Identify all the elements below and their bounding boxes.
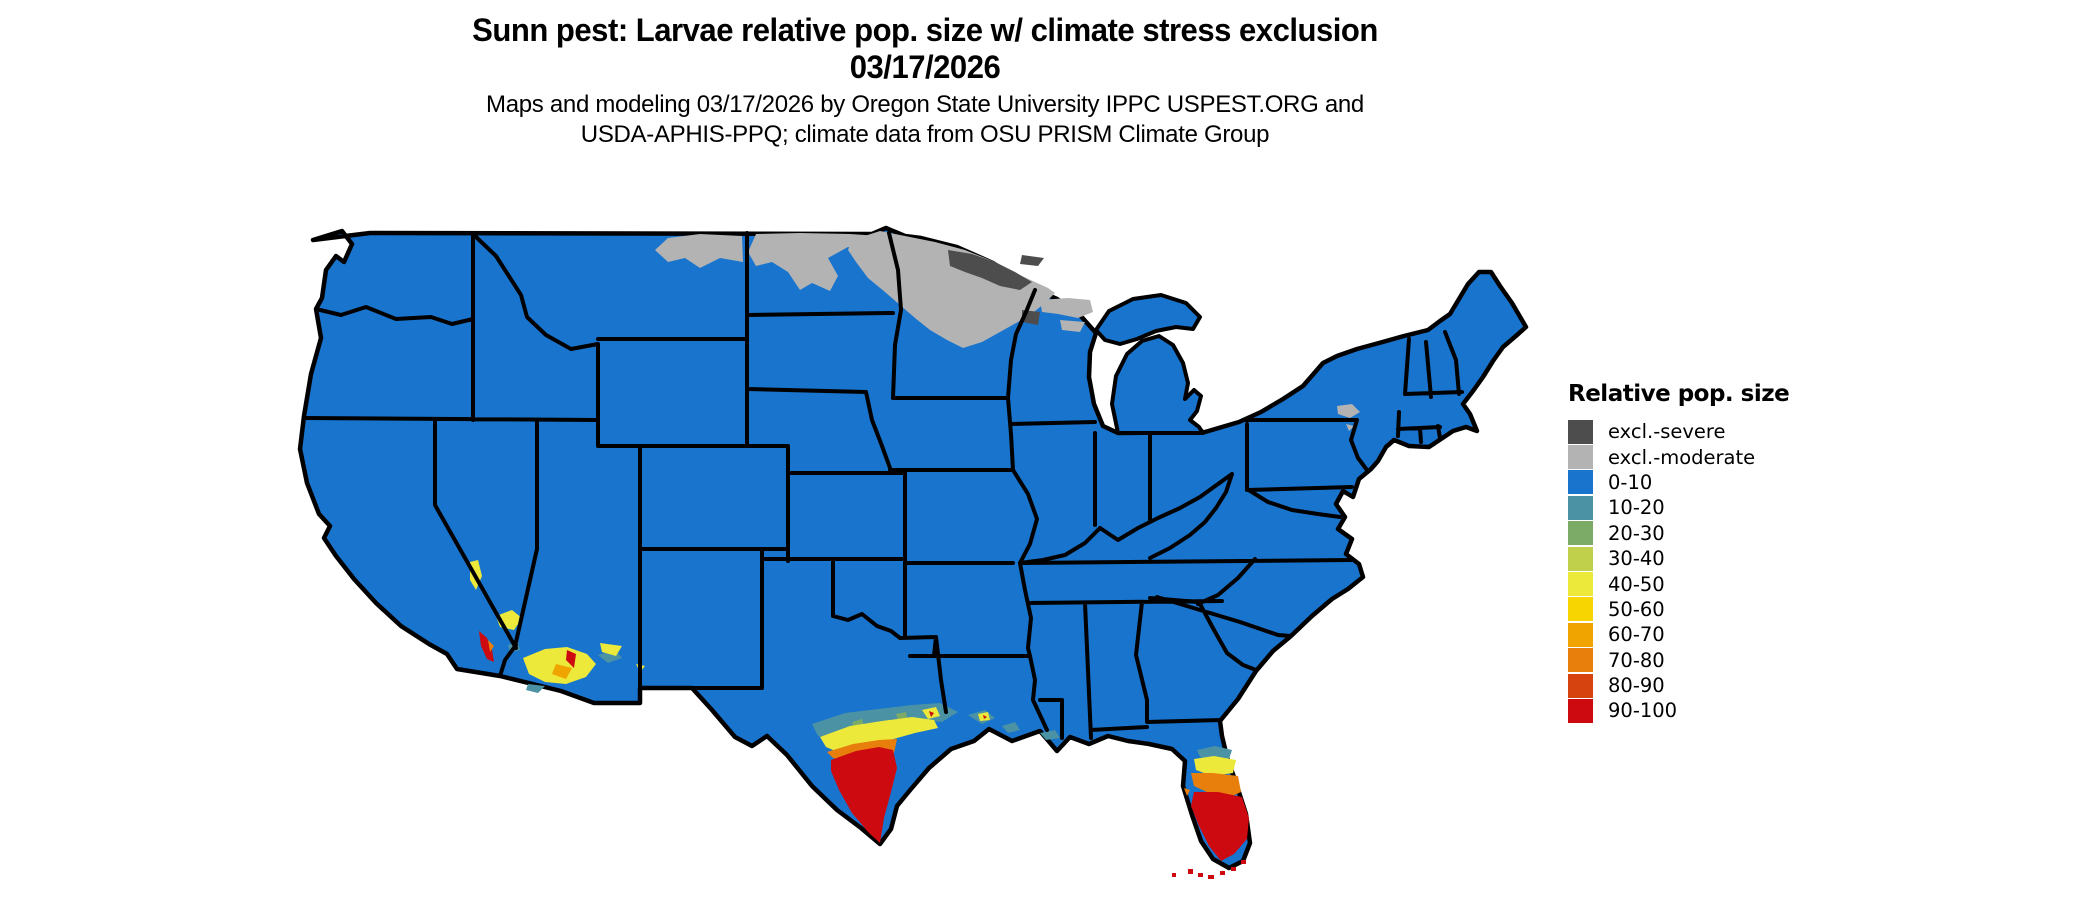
florida-orange-band	[1184, 773, 1241, 798]
legend-item: 70-80	[1568, 648, 1868, 673]
imperial-valley-red-arc	[479, 631, 494, 662]
legend-rows: excl.-severe excl.-moderate 0-10 10-20 2…	[1568, 419, 1868, 724]
phoenix-red-core	[566, 650, 576, 668]
legend-item: 60-70	[1568, 622, 1868, 647]
arizona-east-yellow-specks	[600, 643, 645, 672]
minnesota-moderate-region	[848, 231, 1055, 348]
south-florida-red-core	[1191, 792, 1249, 861]
legend-item-label: 0-10	[1608, 470, 1653, 494]
map-title-line1: Sunn pest: Larvae relative pop. size w/ …	[472, 12, 1378, 48]
minnesota-severe-arrowhead	[948, 250, 1044, 290]
legend-swatch	[1568, 521, 1593, 546]
legend-item: 30-40	[1568, 546, 1868, 571]
legend-item: 40-50	[1568, 571, 1868, 597]
legend-item: 80-90	[1568, 673, 1868, 698]
map-subtitle-line1: Maps and modeling 03/17/2026 by Oregon S…	[486, 91, 1364, 118]
legend-swatch	[1568, 419, 1593, 444]
state-borders	[302, 231, 1464, 740]
houston-red-dot	[929, 711, 934, 717]
legend-item: 50-60	[1568, 597, 1868, 622]
legend-item-label: 60-70	[1608, 623, 1665, 647]
legend-swatch	[1568, 597, 1593, 622]
exclusion-moderate-overlay	[655, 231, 1360, 431]
map-subtitle-line2: USDA-APHIS-PPQ; climate data from OSU PR…	[580, 121, 1270, 148]
upper-peninsula-moderate-patch	[1040, 298, 1093, 318]
imperial-orange-dot	[488, 640, 494, 652]
legend: Relative pop. size excl.-severe excl.-mo…	[1568, 381, 1868, 724]
legend-item: 20-30	[1568, 521, 1868, 546]
phoenix-amber-spot	[552, 664, 572, 679]
florida-keys-dots	[1172, 860, 1246, 879]
legend-item: excl.-moderate	[1568, 444, 1868, 470]
map-title-date: 03/17/2026	[849, 49, 1001, 85]
legend-swatch	[1568, 495, 1593, 520]
texas-yellow-band	[820, 717, 938, 753]
legend-swatch	[1568, 546, 1593, 571]
montana-dakota-moderate-band	[655, 234, 743, 268]
legend-swatch	[1568, 648, 1593, 673]
south-texas-red-core	[831, 747, 897, 843]
florida-yellow-band	[1194, 756, 1236, 776]
legend-item-label: 10-20	[1608, 496, 1665, 520]
legend-swatch	[1568, 572, 1593, 597]
legend-item: excl.-severe	[1568, 419, 1868, 444]
map-subtitle: Maps and modeling 03/17/2026 by Oregon S…	[0, 90, 1850, 150]
legend-item: 0-10	[1568, 470, 1868, 495]
louisiana-teal-specks	[968, 710, 1060, 740]
louisiana-red-dot	[983, 715, 987, 719]
michigan-lower-peninsula	[1110, 334, 1205, 435]
legend-item-label: 90-100	[1608, 699, 1678, 723]
legend-item-label: excl.-severe	[1608, 420, 1726, 444]
legend-swatch	[1568, 673, 1593, 698]
north-dakota-moderate-band	[748, 233, 880, 291]
legend-item: 90-100	[1568, 698, 1868, 723]
legend-item-label: 30-40	[1608, 547, 1665, 571]
map-title: Sunn pest: Larvae relative pop. size w/ …	[0, 12, 1850, 86]
legend-swatch	[1568, 470, 1593, 495]
legend-title: Relative pop. size	[1568, 381, 1790, 407]
south-texas-overlay	[812, 703, 1060, 843]
legend-item-label: 20-30	[1608, 521, 1665, 545]
florida-overlay	[1172, 746, 1249, 879]
legend-item-label: 40-50	[1608, 572, 1665, 596]
michigan-upper-peninsula	[1094, 293, 1202, 346]
legend-swatch	[1568, 698, 1593, 723]
us-landmass	[297, 225, 1529, 871]
legend-item-label: 80-90	[1608, 674, 1665, 698]
wisconsin-moderate-patch	[1060, 320, 1085, 332]
adirondacks-moderate-patch	[1337, 404, 1360, 431]
legend-item-label: excl.-moderate	[1608, 445, 1756, 469]
legend-swatch	[1568, 445, 1593, 470]
us-outline	[297, 225, 1529, 871]
legend-swatch	[1568, 622, 1593, 647]
legend-item-label: 70-80	[1608, 648, 1665, 672]
legend-item: 10-20	[1568, 495, 1868, 520]
legend-item-label: 50-60	[1608, 597, 1665, 621]
